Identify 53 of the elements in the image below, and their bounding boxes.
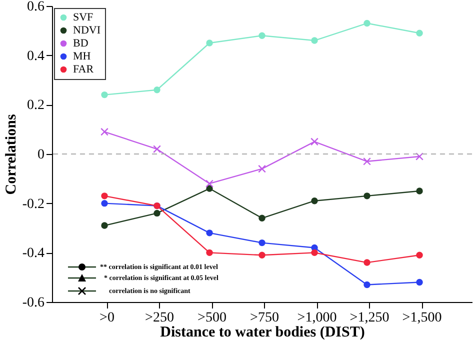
- point: [416, 252, 423, 258]
- y-tick-label: -0.4: [22, 246, 44, 262]
- point: [258, 214, 266, 222]
- x-tick-label: >750: [250, 310, 279, 326]
- x-tick-label: >1,250: [350, 310, 390, 326]
- point: [101, 200, 108, 207]
- point: [154, 210, 160, 217]
- point: [101, 222, 108, 229]
- point: [101, 91, 108, 98]
- y-tick-label: -0.2: [22, 196, 44, 212]
- point: [364, 192, 370, 200]
- point: [416, 30, 423, 36]
- x-tick-label: >250: [145, 310, 174, 326]
- y-tick-label: -0.6: [22, 296, 44, 310]
- point: [416, 152, 424, 160]
- point: [311, 249, 318, 256]
- x-tick-label: >500: [198, 310, 226, 326]
- point: [258, 252, 266, 258]
- point: [311, 198, 318, 204]
- y-axis-title: Correlations: [3, 114, 20, 195]
- y-tick-label: 0.2: [27, 98, 44, 114]
- point: [206, 185, 213, 192]
- point: [364, 20, 370, 27]
- legend-label: MH: [73, 50, 91, 62]
- point: [311, 37, 318, 44]
- point: [101, 192, 108, 200]
- point: [100, 128, 108, 136]
- x-tick-label: >1,000: [297, 310, 337, 326]
- point: [363, 157, 371, 166]
- legend-label: SVF: [73, 12, 94, 24]
- point: [206, 249, 213, 256]
- point: [206, 230, 213, 236]
- point: [416, 278, 423, 286]
- y-tick-label: 0.4: [27, 48, 44, 64]
- point: [206, 40, 213, 46]
- point: [258, 239, 266, 246]
- point: [258, 164, 266, 173]
- point: [310, 138, 318, 146]
- legend-label: FAR: [73, 64, 94, 76]
- point: [258, 32, 266, 39]
- x-tick-label: >1,500: [402, 310, 442, 326]
- point: [154, 86, 160, 94]
- x-tick-label: >0: [100, 310, 114, 326]
- x-axis-title: Distance to water bodies (DIST): [160, 324, 365, 340]
- point: [153, 145, 161, 154]
- y-tick-label: 0: [38, 148, 44, 162]
- point: [364, 281, 370, 288]
- point: [206, 180, 214, 188]
- legend-label: NDVI: [73, 24, 101, 36]
- y-tick-label: 0.6: [27, 0, 44, 14]
- point: [364, 259, 370, 266]
- legend-label: BD: [73, 38, 88, 50]
- point: [416, 188, 423, 194]
